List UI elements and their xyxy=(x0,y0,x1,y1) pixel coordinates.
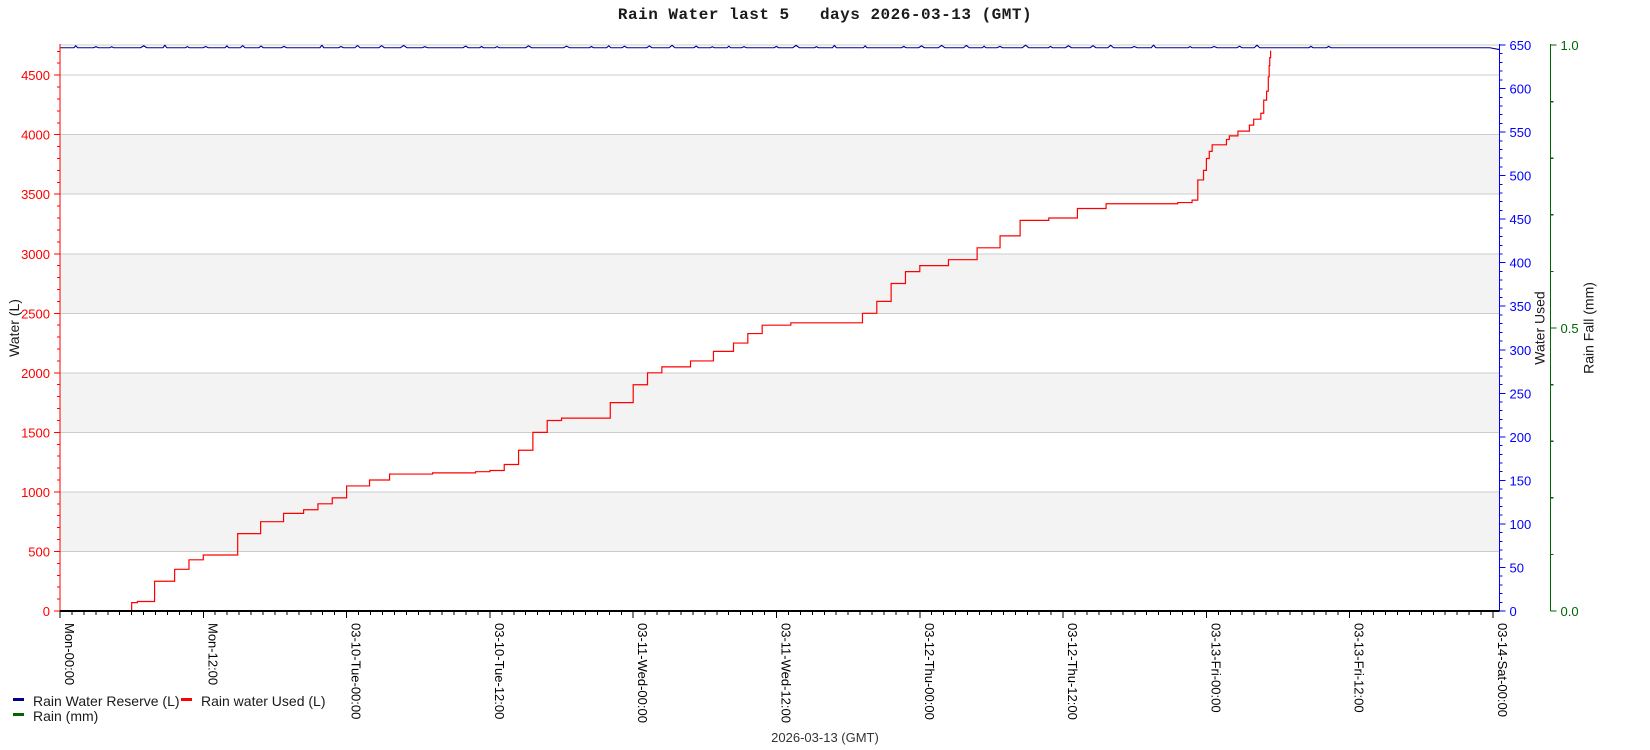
svg-text:Water Used: Water Used xyxy=(1532,291,1548,364)
svg-text:03-11-Wed-00:00: 03-11-Wed-00:00 xyxy=(635,623,650,723)
svg-text:1.0: 1.0 xyxy=(1561,38,1579,53)
svg-text:300: 300 xyxy=(1510,343,1532,358)
svg-text:03-13-Fri-00:00: 03-13-Fri-00:00 xyxy=(1208,623,1223,713)
svg-text:0.5: 0.5 xyxy=(1561,321,1579,336)
svg-text:100: 100 xyxy=(1510,517,1532,532)
svg-text:2000: 2000 xyxy=(21,366,50,381)
svg-text:650: 650 xyxy=(1510,38,1532,53)
svg-text:Mon-12:00: Mon-12:00 xyxy=(205,623,220,685)
svg-text:3500: 3500 xyxy=(21,187,50,202)
svg-text:150: 150 xyxy=(1510,473,1532,488)
svg-text:03-10-Tue-12:00: 03-10-Tue-12:00 xyxy=(492,623,507,719)
svg-text:500: 500 xyxy=(1510,169,1532,184)
svg-text:500: 500 xyxy=(28,544,50,559)
svg-text:0.0: 0.0 xyxy=(1561,604,1579,619)
svg-text:250: 250 xyxy=(1510,386,1532,401)
svg-text:0: 0 xyxy=(1510,604,1517,619)
svg-text:2500: 2500 xyxy=(21,306,50,321)
svg-text:4000: 4000 xyxy=(21,128,50,143)
svg-text:1000: 1000 xyxy=(21,485,50,500)
svg-text:0: 0 xyxy=(43,604,50,619)
svg-text:03-12-Thu-00:00: 03-12-Thu-00:00 xyxy=(922,623,937,720)
svg-text:Water (L): Water (L) xyxy=(6,299,22,357)
svg-text:200: 200 xyxy=(1510,430,1532,445)
svg-text:50: 50 xyxy=(1510,560,1524,575)
svg-text:Rain Fall (mm): Rain Fall (mm) xyxy=(1581,282,1597,374)
svg-text:350: 350 xyxy=(1510,299,1532,314)
svg-text:03-13-Fri-12:00: 03-13-Fri-12:00 xyxy=(1352,623,1367,713)
svg-text:03-14-Sat-00:00: 03-14-Sat-00:00 xyxy=(1495,623,1510,717)
svg-text:Mon-00:00: Mon-00:00 xyxy=(62,623,77,685)
svg-text:1500: 1500 xyxy=(21,425,50,440)
svg-text:4500: 4500 xyxy=(21,68,50,83)
svg-text:03-11-Wed-12:00: 03-11-Wed-12:00 xyxy=(779,623,794,723)
svg-text:400: 400 xyxy=(1510,256,1532,271)
svg-text:03-10-Tue-00:00: 03-10-Tue-00:00 xyxy=(349,623,364,719)
svg-text:3000: 3000 xyxy=(21,247,50,262)
svg-text:600: 600 xyxy=(1510,82,1532,97)
svg-text:03-12-Thu-12:00: 03-12-Thu-12:00 xyxy=(1065,623,1080,720)
svg-text:550: 550 xyxy=(1510,125,1532,140)
svg-text:450: 450 xyxy=(1510,212,1532,227)
